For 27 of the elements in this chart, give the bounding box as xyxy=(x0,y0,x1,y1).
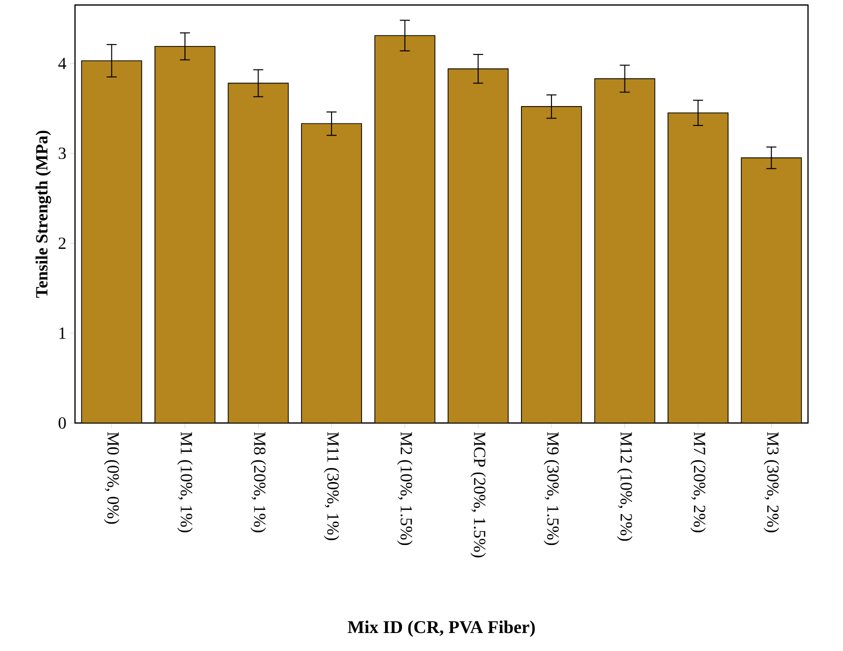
bar xyxy=(668,112,728,423)
y-axis-title: Tensile Strength (MPa) xyxy=(36,130,52,298)
y-tick-label: 2 xyxy=(58,238,66,249)
x-tick-label: M8 (20%, 1%) xyxy=(250,432,266,532)
bar xyxy=(594,78,655,423)
y-tick-label: 1 xyxy=(59,327,66,339)
bar xyxy=(740,157,802,423)
x-tick-label: M12 (10%, 2%) xyxy=(617,432,632,541)
bar xyxy=(448,68,508,423)
bar xyxy=(374,36,435,423)
bar xyxy=(302,124,362,423)
bar xyxy=(228,83,288,423)
y-tick-label: 0 xyxy=(58,417,66,429)
x-tick-label: M0 (0%, 0%) xyxy=(104,432,120,524)
x-tick-label: M11 (30%, 1%) xyxy=(324,432,340,540)
x-tick-label: M3 (30%, 2%) xyxy=(764,432,780,532)
y-tick-label: 3 xyxy=(58,148,66,160)
bar xyxy=(154,46,216,423)
x-tick-label: M9 (30%, 1.5%) xyxy=(544,432,560,546)
y-tick-label: 4 xyxy=(58,58,66,70)
bar xyxy=(521,106,582,423)
bar xyxy=(82,60,142,423)
x-tick-label: M7 (20%, 2%) xyxy=(690,432,706,532)
x-tick-label: M1 (10%, 1%) xyxy=(177,432,193,532)
x-tick-label: MCP (20%, 1.5%) xyxy=(470,432,486,558)
x-tick-label: M2 (10%, 1.5%) xyxy=(397,432,413,546)
x-axis-title: Mix ID (CR, PVA Fiber) xyxy=(348,620,535,637)
